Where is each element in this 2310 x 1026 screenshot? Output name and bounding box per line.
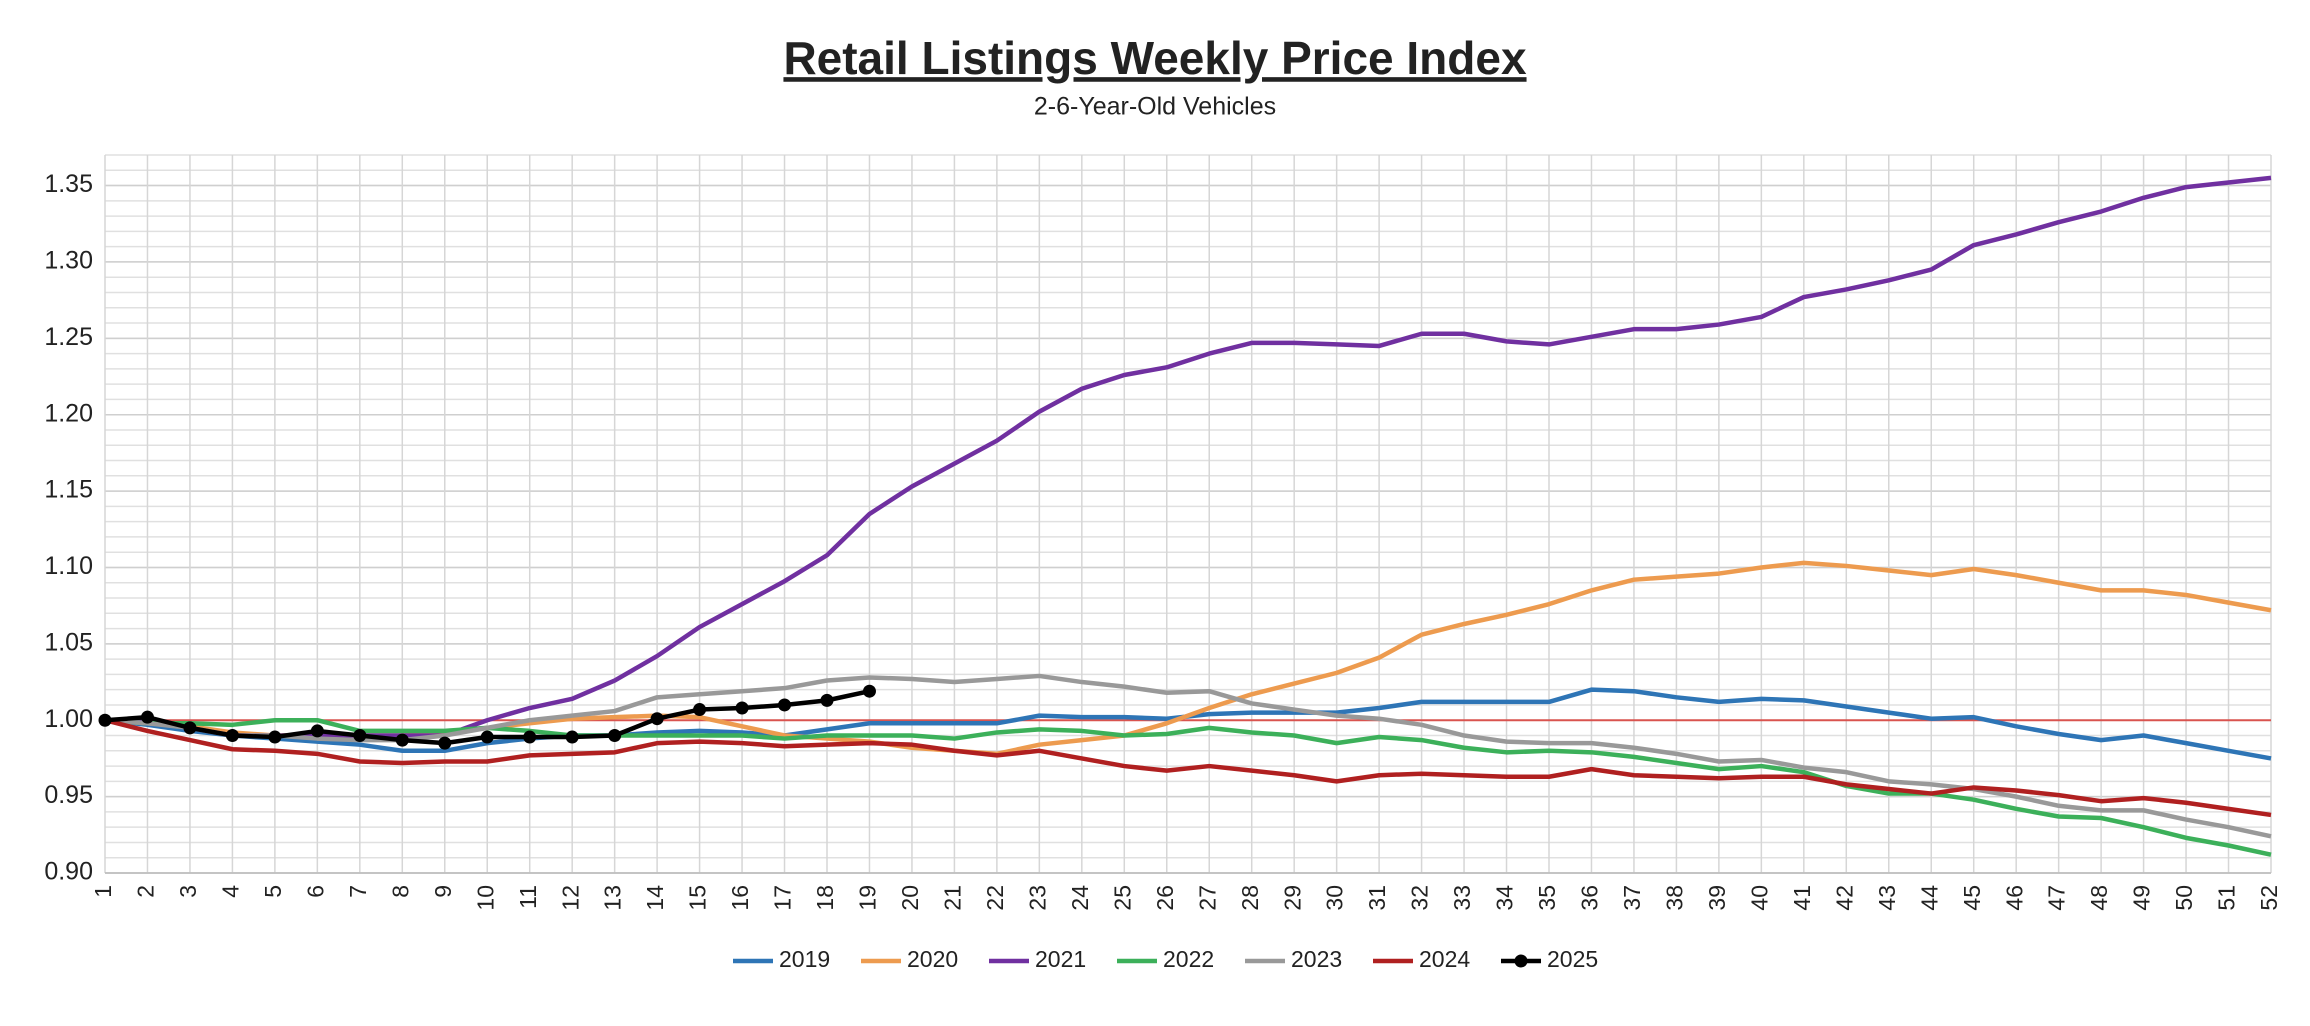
point-marker: [650, 712, 664, 726]
x-tick-label: 12: [557, 885, 583, 911]
y-tick-label: 1.25: [44, 323, 93, 351]
x-tick-label: 30: [1322, 885, 1348, 911]
x-tick-label: 49: [2129, 885, 2155, 911]
x-tick-label: 26: [1152, 885, 1178, 911]
point-marker: [862, 684, 876, 698]
point-marker: [480, 730, 494, 744]
point-marker: [225, 729, 239, 743]
y-tick-label: 0.90: [44, 858, 93, 886]
x-tick-label: 5: [260, 885, 286, 898]
x-tick-label: 33: [1449, 885, 1475, 911]
y-tick-label: 1.15: [44, 476, 93, 504]
y-tick-label: 1.05: [44, 628, 93, 656]
legend-label: 2024: [1419, 946, 1470, 972]
x-tick-label: 14: [642, 885, 668, 911]
series-line: [104, 687, 2272, 761]
x-tick-label: 35: [1534, 885, 1560, 911]
x-tick-label: 45: [1959, 885, 1985, 911]
x-tick-label: 6: [302, 885, 328, 898]
x-tick-label: 20: [897, 885, 923, 911]
x-tick-label: 17: [770, 885, 796, 911]
series-line: [104, 560, 2272, 757]
x-tick-label: 10: [472, 885, 498, 911]
x-tick-label: 2: [133, 885, 159, 898]
y-tick-label: 1.10: [44, 552, 93, 580]
legend-marker: [1514, 954, 1528, 968]
x-tick-label: 11: [515, 885, 541, 909]
x-tick-label: 25: [1109, 885, 1135, 911]
point-marker: [438, 736, 452, 750]
point-marker: [310, 724, 324, 738]
x-tick-label: 21: [939, 885, 965, 911]
legend-label: 2020: [907, 946, 958, 972]
x-tick-label: 27: [1194, 885, 1220, 911]
x-tick-label: 1: [90, 885, 116, 898]
y-tick-label: 1.35: [44, 170, 93, 198]
x-tick-label: 3: [175, 885, 201, 898]
chart-title: Retail Listings Weekly Price Index: [783, 32, 1527, 84]
point-marker: [140, 710, 154, 724]
x-tick-label: 13: [600, 885, 626, 911]
point-marker: [608, 729, 622, 743]
point-marker: [735, 701, 749, 715]
x-tick-label: 15: [685, 885, 711, 911]
x-tick-label: 52: [2256, 885, 2282, 911]
point-marker: [565, 730, 579, 744]
legend-label: 2025: [1547, 946, 1598, 972]
x-tick-label: 37: [1619, 885, 1645, 911]
y-tick-label: 0.95: [44, 781, 93, 809]
x-tick-label: 47: [2044, 885, 2070, 911]
point-marker: [693, 703, 707, 717]
chart-subtitle: 2-6-Year-Old Vehicles: [1034, 93, 1276, 121]
x-tick-label: 8: [387, 885, 413, 898]
x-tick-label: 44: [1916, 885, 1942, 911]
point-marker: [98, 713, 112, 727]
series-line: [104, 717, 2272, 857]
legend-label: 2019: [779, 946, 830, 972]
y-tick-label: 1.00: [44, 705, 93, 733]
x-tick-label: 42: [1831, 885, 1857, 911]
legend-label: 2022: [1163, 946, 1214, 972]
x-tick-label: 16: [727, 885, 753, 911]
series-line: [104, 673, 2272, 839]
x-tick-label: 46: [2001, 885, 2027, 911]
x-tick-label: 32: [1407, 885, 1433, 911]
y-tick-label: 1.20: [44, 399, 93, 427]
x-tick-label: 38: [1661, 885, 1687, 911]
legend-label: 2021: [1035, 946, 1086, 972]
x-tick-label: 43: [1874, 885, 1900, 911]
x-tick-label: 4: [217, 885, 243, 898]
x-tick-label: 24: [1067, 885, 1093, 911]
x-tick-label: 19: [855, 885, 881, 911]
x-tick-label: 28: [1237, 885, 1263, 911]
x-tick-label: 50: [2171, 885, 2197, 911]
x-tick-label: 41: [1789, 885, 1815, 911]
x-tick-label: 40: [1746, 885, 1772, 911]
point-marker: [523, 730, 537, 744]
x-tick-label: 18: [812, 885, 838, 911]
x-tick-label: 39: [1704, 885, 1730, 911]
series-line: [104, 718, 2272, 818]
point-marker: [395, 733, 409, 747]
x-tick-label: 7: [345, 885, 371, 898]
point-marker: [268, 730, 282, 744]
legend-label: 2023: [1291, 946, 1342, 972]
x-tick-label: 29: [1279, 885, 1305, 911]
x-tick-label: 51: [2214, 885, 2240, 911]
point-marker: [353, 729, 367, 743]
y-tick-label: 1.30: [44, 247, 93, 275]
x-tick-label: 22: [982, 885, 1008, 911]
x-tick-label: 34: [1492, 885, 1518, 911]
x-tick-label: 9: [430, 885, 456, 898]
x-tick-label: 31: [1364, 885, 1390, 911]
x-tick-label: 36: [1577, 885, 1603, 911]
x-tick-label: 48: [2086, 885, 2112, 911]
x-tick-label: 23: [1024, 885, 1050, 911]
point-marker: [778, 698, 792, 712]
point-marker: [183, 721, 197, 735]
point-marker: [820, 693, 834, 707]
